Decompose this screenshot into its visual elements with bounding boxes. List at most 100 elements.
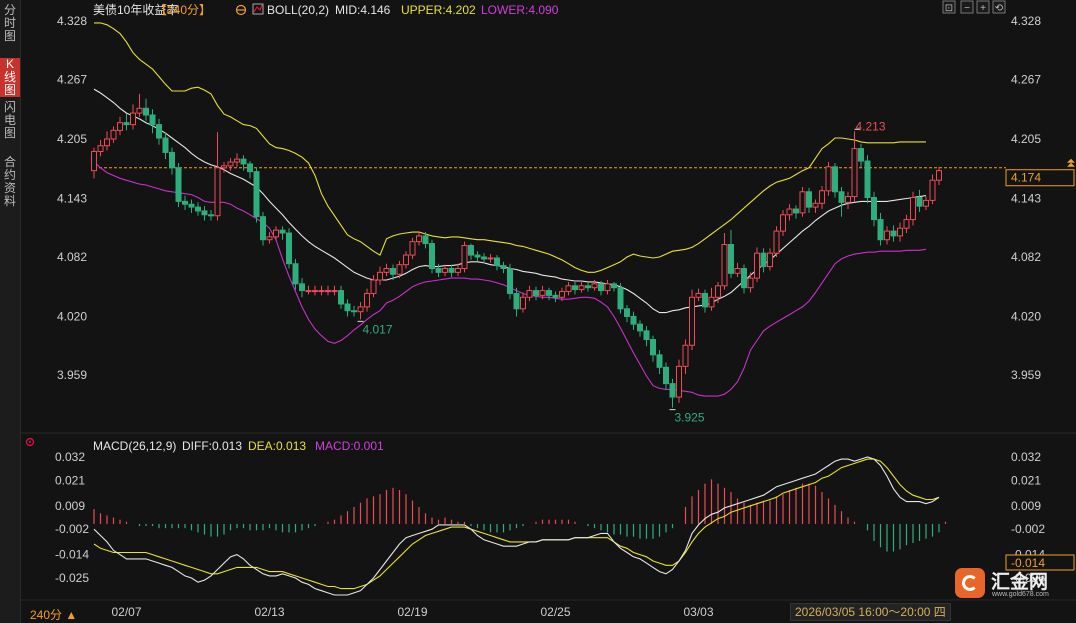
- candle-body: [643, 330, 650, 341]
- candle: [331, 285, 338, 296]
- candle-body: [468, 244, 474, 256]
- candle-body: [565, 285, 572, 293]
- watermark: 汇金网 www.gold678.com: [955, 566, 1065, 602]
- candle: [286, 228, 292, 269]
- candle: [630, 311, 637, 330]
- reset-icon[interactable]: ⟲: [992, 0, 1006, 14]
- candle: [221, 162, 227, 173]
- candle-body: [403, 254, 409, 266]
- candle: [357, 302, 364, 320]
- candle-body: [656, 354, 663, 368]
- candle: [292, 258, 299, 290]
- candle: [663, 362, 669, 390]
- sidebar-item-contract-info[interactable]: 合约资料: [0, 156, 20, 208]
- candle: [208, 209, 214, 221]
- candle-body: [760, 252, 767, 268]
- gear-circle-icon[interactable]: [235, 4, 247, 16]
- candle: [858, 143, 864, 168]
- candle: [383, 263, 390, 277]
- candle-body: [487, 257, 494, 260]
- candle-body: [741, 268, 747, 289]
- candle-body: [598, 283, 604, 292]
- candle: [182, 195, 188, 210]
- boll-upper-line: [94, 22, 926, 273]
- scroll-up-icon[interactable]: [1067, 158, 1075, 167]
- dea-line: [93, 458, 940, 590]
- diff-line: [93, 456, 940, 596]
- macd-axis-left-tick: 0.032: [55, 450, 85, 464]
- candle-body: [630, 315, 637, 325]
- candle: [435, 263, 442, 278]
- candle: [201, 206, 208, 221]
- candle: [325, 285, 331, 296]
- candle: [409, 237, 416, 259]
- sidebar-item-flash[interactable]: 闪电图: [0, 101, 20, 140]
- plus-icon[interactable]: +: [976, 0, 990, 14]
- candle-body: [149, 114, 156, 126]
- candle: [305, 285, 312, 295]
- price-axis-left-tick: 4.267: [57, 73, 87, 87]
- candle-body: [409, 241, 416, 256]
- candle: [481, 253, 487, 264]
- candle: [539, 285, 546, 300]
- window-button-glyph: ⊡: [945, 3, 953, 14]
- boll-mid-value: MID:4.146: [335, 3, 391, 17]
- candle-body: [97, 145, 104, 152]
- candle-body: [117, 122, 123, 131]
- candle-body: [305, 290, 312, 293]
- macd-axis-left-tick: -0.014: [55, 548, 89, 562]
- candle-body: [806, 191, 812, 208]
- candle: [721, 233, 728, 290]
- candle: [318, 285, 325, 296]
- candle: [747, 272, 754, 293]
- candle-body: [624, 308, 630, 317]
- candle: [110, 126, 117, 143]
- candle-body: [864, 160, 871, 199]
- candle: [656, 350, 663, 375]
- candle: [97, 139, 104, 157]
- candles-group: [91, 93, 942, 408]
- candle-body: [429, 243, 435, 270]
- candle-body: [175, 167, 182, 202]
- candle: [195, 202, 201, 216]
- candle: [877, 212, 884, 246]
- candle: [838, 186, 845, 217]
- candle: [546, 287, 552, 301]
- maximize-icon[interactable]: ⊡: [942, 0, 956, 14]
- candle-body: [520, 296, 526, 310]
- candle-body: [929, 179, 936, 201]
- candle-body: [338, 290, 344, 305]
- macd-axis-right-tick: -0.002: [1011, 522, 1045, 536]
- candle-body: [526, 290, 533, 298]
- candle-body: [357, 306, 364, 313]
- candle: [728, 230, 734, 279]
- period-selector[interactable]: 240分 ▲: [30, 608, 78, 622]
- window-button-frame: [992, 0, 1006, 14]
- candle-body: [318, 290, 325, 293]
- candle-body: [923, 199, 929, 207]
- candle: [565, 281, 572, 296]
- candle-body: [227, 161, 234, 167]
- sidebar-item-time-sharing[interactable]: 分时图: [0, 4, 20, 43]
- candle-body: [552, 294, 559, 298]
- candle-body: [169, 151, 175, 169]
- candle: [754, 247, 760, 282]
- price-axis-left-tick: 4.020: [57, 309, 87, 323]
- minus-icon[interactable]: −: [960, 0, 974, 14]
- indicator-icon[interactable]: [252, 3, 264, 15]
- candle: [468, 243, 474, 260]
- low-price-label: 4.017: [363, 322, 393, 336]
- candle-body: [143, 107, 149, 116]
- candle: [780, 209, 786, 236]
- candle: [299, 278, 305, 298]
- candle-body: [123, 122, 130, 126]
- macd-settings-icon[interactable]: [25, 437, 35, 447]
- candle: [806, 187, 812, 213]
- candle-body: [162, 137, 169, 153]
- candle-body: [422, 235, 429, 245]
- candle-body: [663, 366, 669, 385]
- candle: [240, 155, 247, 171]
- macd-axis-left-tick: 0.021: [55, 473, 85, 487]
